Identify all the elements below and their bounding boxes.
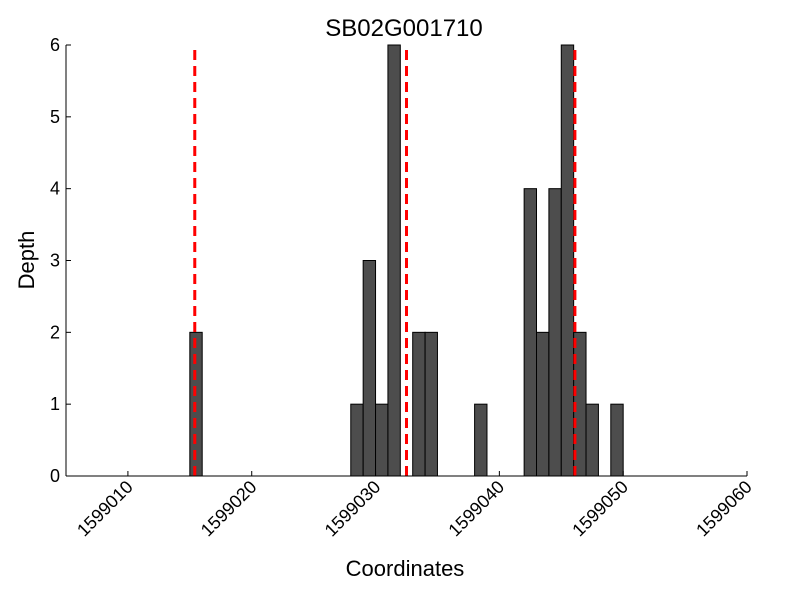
bar-7 <box>474 403 488 477</box>
y-tick-label-0: 0 <box>50 466 60 486</box>
y-tick-label-5: 5 <box>50 107 60 127</box>
bar-6 <box>424 331 438 477</box>
x-tick-label-2: 1599030 <box>321 477 385 541</box>
bar-4 <box>387 44 401 477</box>
x-tick-label-4: 1599050 <box>568 477 632 541</box>
x-tick-label-5: 1599060 <box>692 477 756 541</box>
y-tick-label-4: 4 <box>50 179 60 199</box>
x-tick-label-1: 1599020 <box>197 477 261 541</box>
bars-group <box>189 44 624 477</box>
x-tick-label-0: 1599010 <box>73 477 137 541</box>
ticks-group: 0 1 2 3 4 5 6 1599010 1599020 1599030 1599040 15990… <box>50 35 756 540</box>
y-axis-label: Depth <box>14 231 39 290</box>
bar-14 <box>610 403 624 477</box>
bar-11 <box>560 44 575 477</box>
reference-lines-group <box>193 50 577 476</box>
bar-8 <box>523 188 538 477</box>
y-tick-label-3: 3 <box>50 251 60 271</box>
bar-13 <box>585 403 599 477</box>
bar-1 <box>350 403 364 477</box>
y-tick-label-2: 2 <box>50 322 60 342</box>
bar-9 <box>536 331 550 477</box>
x-axis-label: Coordinates <box>346 556 465 581</box>
y-tick-label-1: 1 <box>50 394 60 414</box>
x-tick-label-3: 1599040 <box>444 477 508 541</box>
y-tick-label-6: 6 <box>50 35 60 55</box>
bar-3 <box>375 403 389 477</box>
bar-10 <box>548 188 562 477</box>
bar-5 <box>412 331 426 477</box>
bar-2 <box>362 260 377 477</box>
chart-title: SB02G001710 <box>325 15 482 42</box>
